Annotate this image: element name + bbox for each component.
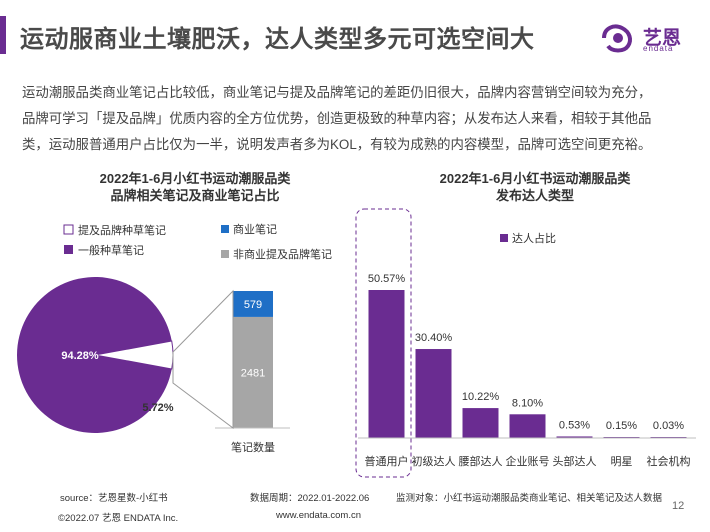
legend-swatch-brand-mention: [63, 224, 74, 235]
bar-category-label: 企业账号: [506, 454, 550, 468]
legend-swatch-non-commercial: [221, 250, 229, 258]
bar-value-label: 0.53%: [559, 419, 590, 431]
right-chart-title-line1: 2022年1-6月小红书运动潮服品类: [439, 171, 631, 186]
left-chart-title-line2: 品牌相关笔记及商业笔记占比: [110, 188, 280, 203]
legend-swatch-commercial: [221, 225, 229, 233]
summary-line: 运动潮服品类商业笔记占比较低，商业笔记与提及品牌笔记的差距仍旧很大，品牌内容营销…: [22, 85, 652, 100]
pie-to-bar-connector: [172, 289, 234, 429]
footer-scope: 监测对象：小红书运动潮服品类商业笔记、相关笔记及达人数据: [396, 493, 663, 504]
summary-line: 类，运动服普通用户占比仅为一半，说明发声者多为KOL，有较为成熟的内容模型，品牌…: [22, 137, 652, 152]
bar-category-label: 明星: [611, 455, 633, 468]
bar-4: [556, 436, 593, 438]
bar-1: [415, 349, 452, 438]
bar-value-label: 30.40%: [415, 332, 453, 344]
logo-subtext: endata: [643, 44, 674, 53]
pie-slice-general: [16, 277, 172, 433]
bar-2: [462, 408, 499, 438]
bar-0: [368, 290, 405, 438]
bar-category-label: 普通用户: [365, 454, 409, 468]
bar-value-label: 0.15%: [606, 420, 637, 432]
stacked-bar-commercial: [233, 291, 273, 317]
title-accent-bar: [0, 16, 6, 54]
highlight-box: [355, 208, 412, 478]
pie-label-brand-mention: 5.72%: [142, 402, 173, 414]
right-chart-title-line2: 发布达人类型: [495, 188, 574, 203]
bar-value-label: 50.57%: [368, 273, 406, 285]
stacked-bar-label-non-commercial: 2481: [241, 367, 265, 379]
page-title: 运动服商业土壤肥沃，达人类型多元可选空间大: [20, 26, 535, 53]
bar-category-label: 头部达人: [553, 454, 597, 468]
summary-line: 品牌可学习「提及品牌」优质内容的全方位优势，创造更极致的种草内容；从发布达人来看…: [22, 111, 652, 126]
legend-swatch-influencer-share: [500, 234, 508, 242]
stacked-bar-label-commercial: 579: [244, 299, 262, 311]
pie-label-general: 94.28%: [61, 350, 99, 362]
left-chart-title: 2022年1-6月小红书运动潮服品类 品牌相关笔记及商业笔记占比: [60, 170, 330, 204]
legend-label-general: 一般种草笔记: [78, 243, 144, 257]
left-chart-title-line1: 2022年1-6月小红书运动潮服品类: [99, 171, 291, 186]
stacked-bar-non-commercial: [233, 316, 273, 428]
stacked-bar-category-label: 笔记数量: [231, 440, 275, 454]
bar-category-label: 社会机构: [647, 454, 691, 468]
bar-3: [509, 414, 546, 438]
bar-category-label: 初级达人: [412, 454, 456, 468]
footer-website[interactable]: www.endata.com.cn: [276, 510, 362, 521]
footer-copyright: ©2022.07 艺恩 ENDATA Inc.: [58, 513, 179, 524]
legend-label-influencer-share: 达人占比: [512, 231, 556, 245]
legend-label-non-commercial: 非商业提及品牌笔记: [233, 247, 332, 261]
legend-swatch-general: [64, 245, 73, 254]
logo-text: 艺恩: [643, 28, 682, 49]
legend-label-commercial: 商业笔记: [233, 222, 277, 236]
legend-label-brand-mention: 提及品牌种草笔记: [78, 223, 166, 237]
endata-logo-icon: [602, 24, 632, 53]
bar-value-label: 8.10%: [512, 397, 543, 409]
bar-value-label: 10.22%: [462, 391, 500, 403]
right-chart-title: 2022年1-6月小红书运动潮服品类 发布达人类型: [400, 170, 670, 204]
page-number: 12: [672, 500, 685, 512]
bar-value-label: 0.03%: [653, 420, 684, 432]
footer-period: 数据周期：2022.01-2022.06: [250, 493, 370, 504]
summary-paragraph: 运动潮服品类商业笔记占比较低，商业笔记与提及品牌笔记的差距仍旧很大，品牌内容营销…: [22, 80, 692, 158]
footer-source: source：艺恩星数-小红书: [60, 493, 168, 504]
bar-category-label: 腰部达人: [459, 454, 503, 468]
